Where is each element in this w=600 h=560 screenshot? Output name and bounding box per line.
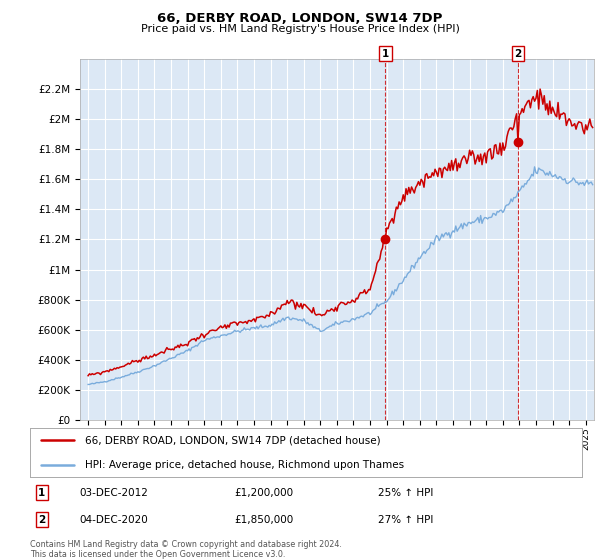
Text: 04-DEC-2020: 04-DEC-2020 xyxy=(80,515,148,525)
Text: 27% ↑ HPI: 27% ↑ HPI xyxy=(378,515,433,525)
Text: 1: 1 xyxy=(382,49,389,59)
Text: 66, DERBY ROAD, LONDON, SW14 7DP (detached house): 66, DERBY ROAD, LONDON, SW14 7DP (detach… xyxy=(85,435,381,445)
Text: 66, DERBY ROAD, LONDON, SW14 7DP: 66, DERBY ROAD, LONDON, SW14 7DP xyxy=(157,12,443,25)
Text: £1,200,000: £1,200,000 xyxy=(234,488,293,498)
Text: 1: 1 xyxy=(38,488,46,498)
Text: £1,850,000: £1,850,000 xyxy=(234,515,293,525)
Text: 2: 2 xyxy=(38,515,46,525)
Text: 03-DEC-2012: 03-DEC-2012 xyxy=(80,488,149,498)
Text: 2: 2 xyxy=(514,49,521,59)
Text: HPI: Average price, detached house, Richmond upon Thames: HPI: Average price, detached house, Rich… xyxy=(85,460,404,470)
Text: 25% ↑ HPI: 25% ↑ HPI xyxy=(378,488,433,498)
Text: Price paid vs. HM Land Registry's House Price Index (HPI): Price paid vs. HM Land Registry's House … xyxy=(140,24,460,34)
Text: Contains HM Land Registry data © Crown copyright and database right 2024.
This d: Contains HM Land Registry data © Crown c… xyxy=(30,540,342,559)
